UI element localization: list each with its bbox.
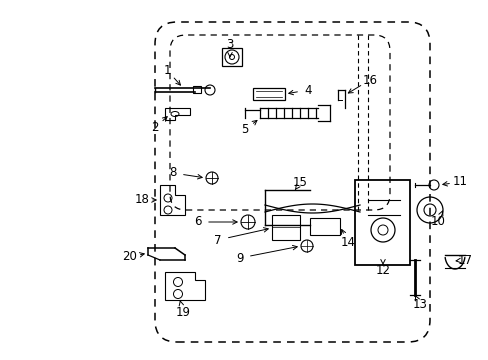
Text: 2: 2 [151,121,159,135]
Text: 7: 7 [214,234,221,247]
Text: 17: 17 [457,253,471,266]
Text: 16: 16 [362,73,377,86]
Text: 19: 19 [175,306,190,319]
Text: 8: 8 [169,166,176,180]
Text: 4: 4 [304,84,311,96]
Text: 3: 3 [226,39,233,51]
Text: 11: 11 [451,175,467,189]
Text: 14: 14 [340,237,355,249]
Text: 18: 18 [134,193,149,207]
Text: 12: 12 [375,264,390,276]
Text: 15: 15 [292,176,307,189]
Text: 1: 1 [163,63,170,77]
Text: 10: 10 [429,216,445,229]
Text: 13: 13 [412,298,427,311]
Text: 6: 6 [194,216,202,229]
Text: 9: 9 [236,252,243,265]
Text: 5: 5 [241,123,248,136]
Text: 20: 20 [122,251,137,264]
